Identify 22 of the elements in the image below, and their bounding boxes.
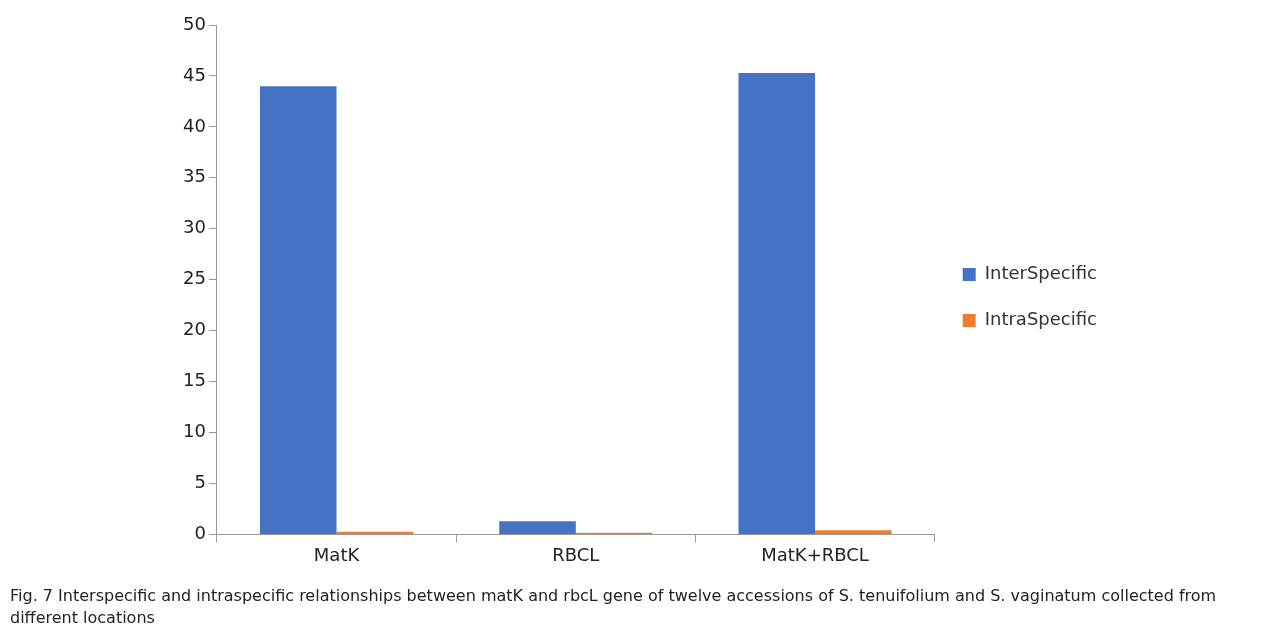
y-tick-label: 10 xyxy=(183,420,206,442)
y-tick-label: 20 xyxy=(183,318,206,340)
x-tick-label: MatK+RBCL xyxy=(761,543,869,565)
bar xyxy=(336,531,414,534)
y-tick-label: 35 xyxy=(183,165,206,187)
y-tick-label: 40 xyxy=(183,114,206,136)
caption: Fig. 7 Interspecific and intraspecific relationships between matK and rbcL gene of twelve accessions of S. tenuifolium and S. vaginatum collected from different locations xyxy=(10,585,1218,629)
bar xyxy=(499,521,576,534)
y-tick-label: 45 xyxy=(183,63,206,85)
y-tick-label: 15 xyxy=(183,369,206,391)
y-tick-label: 5 xyxy=(194,471,206,493)
legend-label: InterSpecific xyxy=(984,262,1098,284)
bar xyxy=(738,72,816,534)
bar xyxy=(259,86,337,534)
y-tick-label: 0 xyxy=(194,522,206,544)
y-tick-label: 50 xyxy=(183,12,206,34)
y-tick-label: 30 xyxy=(183,216,206,238)
legend-label: IntraSpecific xyxy=(984,308,1097,330)
x-tick-label: MatK xyxy=(313,543,361,565)
x-tick-label: RBCL xyxy=(552,543,600,565)
bar xyxy=(815,530,892,534)
y-tick-label: 25 xyxy=(183,267,206,289)
